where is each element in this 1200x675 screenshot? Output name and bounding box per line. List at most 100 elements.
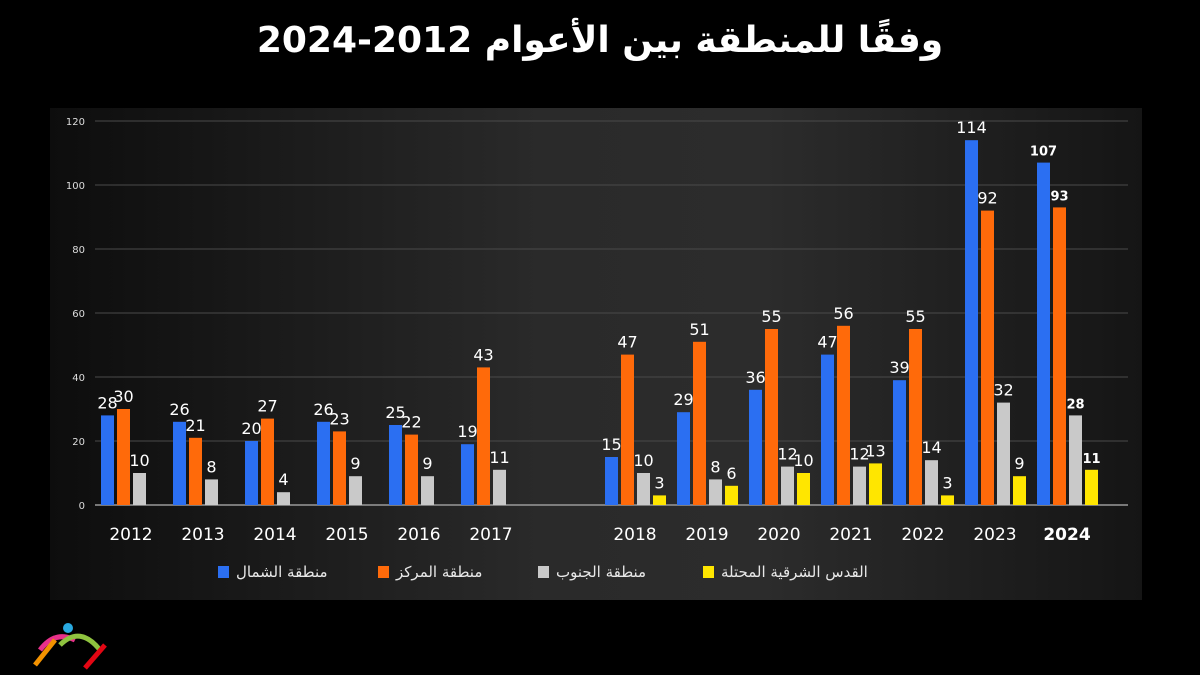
data-label: 23 (329, 409, 349, 428)
bar-2012 (117, 409, 130, 505)
bar-2016 (405, 434, 418, 505)
legend-swatch (703, 566, 714, 578)
data-label: 114 (956, 118, 987, 137)
data-label: 9 (1014, 454, 1024, 473)
data-label: 3 (942, 473, 952, 492)
data-label: 3 (654, 473, 664, 492)
bar-2012 (133, 473, 146, 505)
bar-2019 (725, 485, 738, 505)
x-tick-label: 2015 (325, 525, 368, 545)
bar-2021 (869, 463, 882, 505)
data-label: 27 (257, 397, 277, 416)
legend-swatch (538, 566, 549, 578)
data-label: 12 (849, 445, 869, 464)
x-tick-label: 2020 (757, 525, 800, 545)
legend-label: القدس الشرقية المحتلة (721, 563, 868, 581)
bar-2017 (477, 367, 490, 505)
bar-2019 (693, 341, 706, 505)
legend-label: منطقة الجنوب (556, 563, 646, 581)
bar-2020 (797, 473, 810, 505)
bar-2018 (605, 457, 618, 505)
data-label: 10 (633, 451, 653, 470)
y-tick-label: 80 (72, 245, 85, 256)
chart-panel (50, 108, 1142, 600)
bar-2014 (245, 441, 258, 505)
bar-2013 (189, 437, 202, 505)
data-label: 43 (473, 345, 493, 364)
data-label: 10 (793, 451, 813, 470)
data-label: 8 (710, 457, 720, 476)
data-label: 39 (889, 358, 909, 377)
x-tick-label: 2012 (109, 525, 152, 545)
data-label: 11 (489, 448, 509, 467)
x-tick-label: 2018 (613, 525, 656, 545)
legend-label: منطقة المركز (395, 563, 482, 581)
data-label: 32 (993, 381, 1013, 400)
data-label: 56 (833, 304, 853, 323)
y-tick-label: 60 (72, 309, 85, 320)
data-label: 6 (726, 464, 736, 483)
bar-2023 (965, 140, 978, 505)
bar-2015 (349, 476, 362, 505)
bar-2017 (461, 444, 474, 505)
data-label: 55 (905, 307, 925, 326)
data-label: 25 (385, 403, 405, 422)
bar-2014 (261, 418, 274, 505)
bar-2013 (173, 421, 186, 505)
x-tick-label: 2013 (181, 525, 224, 545)
x-tick-label: 2021 (829, 525, 872, 545)
y-tick-label: 100 (66, 181, 85, 192)
data-label: 11 (1082, 452, 1100, 467)
bar-2014 (277, 492, 290, 505)
data-label: 55 (761, 307, 781, 326)
bar-2015 (317, 421, 330, 505)
bar-2020 (749, 389, 762, 505)
data-label: 9 (422, 454, 432, 473)
bar-2022 (941, 495, 954, 505)
data-label: 28 (97, 393, 117, 412)
legend-label: منطقة الشمال (236, 563, 328, 581)
data-label: 26 (313, 400, 333, 419)
x-tick-label: 2014 (253, 525, 296, 545)
bar-2019 (709, 479, 722, 505)
bar-2020 (765, 329, 778, 505)
bar-2015 (333, 431, 346, 505)
data-label: 13 (865, 441, 885, 460)
bar-2024 (1085, 469, 1098, 505)
bar-2023 (981, 210, 994, 505)
x-tick-label: 2023 (973, 525, 1016, 545)
data-label: 92 (977, 189, 997, 208)
data-label: 4 (278, 470, 288, 489)
data-label: 51 (689, 320, 709, 339)
bar-2024 (1053, 207, 1066, 505)
x-tick-label: 2016 (397, 525, 440, 545)
data-label: 9 (350, 454, 360, 473)
chart-title: وفقًا للمنطقة بين الأعوام 2012-2024 (256, 20, 944, 61)
data-label: 36 (745, 368, 765, 387)
bar-2018 (653, 495, 666, 505)
bar-2019 (677, 412, 690, 505)
data-label: 26 (169, 400, 189, 419)
y-tick-label: 20 (72, 437, 85, 448)
bar-2021 (837, 325, 850, 505)
bar-2013 (205, 479, 218, 505)
bar-2024 (1069, 415, 1082, 505)
y-tick-label: 40 (72, 373, 85, 384)
bar-2022 (925, 460, 938, 505)
legend-swatch (378, 566, 389, 578)
data-label: 15 (601, 435, 621, 454)
data-label: 14 (921, 438, 941, 457)
x-tick-label: 2019 (685, 525, 728, 545)
bar-2020 (781, 466, 794, 505)
data-label: 47 (817, 333, 837, 352)
bar-2018 (637, 473, 650, 505)
x-tick-label: 2022 (901, 525, 944, 545)
bar-2016 (421, 476, 434, 505)
bar-2016 (389, 425, 402, 505)
data-label: 10 (129, 451, 149, 470)
data-label: 20 (241, 419, 261, 438)
data-label: 29 (673, 390, 693, 409)
data-label: 8 (206, 457, 216, 476)
data-label: 21 (185, 416, 205, 435)
